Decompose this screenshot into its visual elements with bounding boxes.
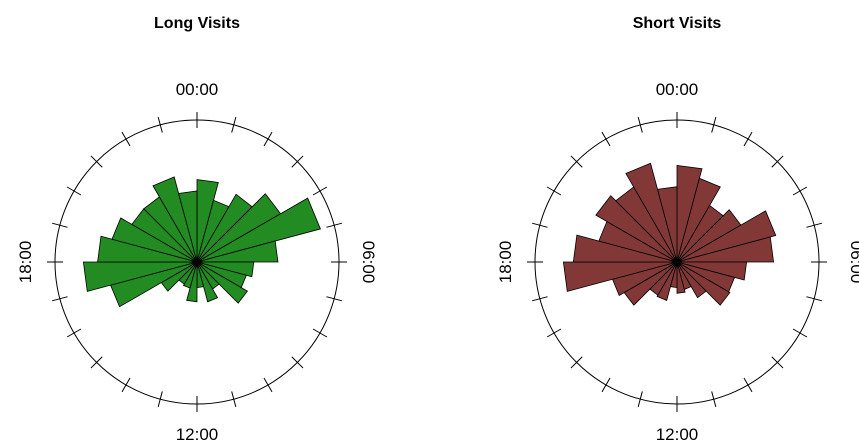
label-18: 18:00 [496,241,515,284]
label-18: 18:00 [16,241,35,284]
rose-bars [562,162,777,306]
hour-tick [546,328,562,338]
hour-tick [263,131,273,147]
hour-tick [546,186,562,196]
hour-tick [601,377,611,393]
label-00: 00:00 [656,80,699,99]
rose-bar-hour-23 [178,190,198,263]
hour-tick [771,155,784,168]
rose-bars [82,176,321,308]
hour-tick [637,116,643,133]
center-marker [191,256,203,268]
hour-tick [601,131,611,147]
hour-tick [312,186,328,196]
hour-tick [157,391,163,408]
hour-tick [51,222,68,228]
chart-title: Short Visits [633,15,722,32]
rose-bar-hour-23 [657,186,678,263]
hour-tick [291,155,304,168]
hour-tick [231,391,237,408]
chart-title: Long Visits [154,15,240,32]
hour-tick [51,296,68,302]
hour-tick [121,377,131,393]
hour-tick [711,116,717,133]
label-06: 06:00 [847,241,859,284]
hour-tick [90,155,103,168]
hour-tick [66,328,82,338]
hour-tick [312,328,328,338]
hour-tick [121,131,131,147]
hour-tick [231,116,237,133]
label-00: 00:00 [176,80,219,99]
hour-tick [637,391,643,408]
hour-tick [711,391,717,408]
label-12: 12:00 [176,425,219,444]
center-marker [671,256,683,268]
panel-short-visits: Short Visits 00:00 12:00 06:00 18:00 [496,15,859,444]
hour-tick [291,356,304,369]
hour-tick [326,296,343,302]
hour-tick [326,222,343,228]
hour-tick [531,296,548,302]
hour-tick [90,356,103,369]
hour-ticks [527,112,827,412]
hour-ticks [47,112,347,412]
hour-tick [771,356,784,369]
label-06: 06:00 [359,241,378,284]
panel-long-visits: Long Visits 00:00 12:00 06:00 18:00 [16,15,378,444]
hour-tick [570,356,583,369]
hour-tick [743,131,753,147]
label-12: 12:00 [656,425,699,444]
hour-tick [806,296,823,302]
hour-tick [792,186,808,196]
hour-tick [263,377,273,393]
hour-tick [743,377,753,393]
hour-tick [570,155,583,168]
hour-tick [157,116,163,133]
hour-tick [531,222,548,228]
hour-tick [792,328,808,338]
hour-tick [806,222,823,228]
hour-tick [66,186,82,196]
